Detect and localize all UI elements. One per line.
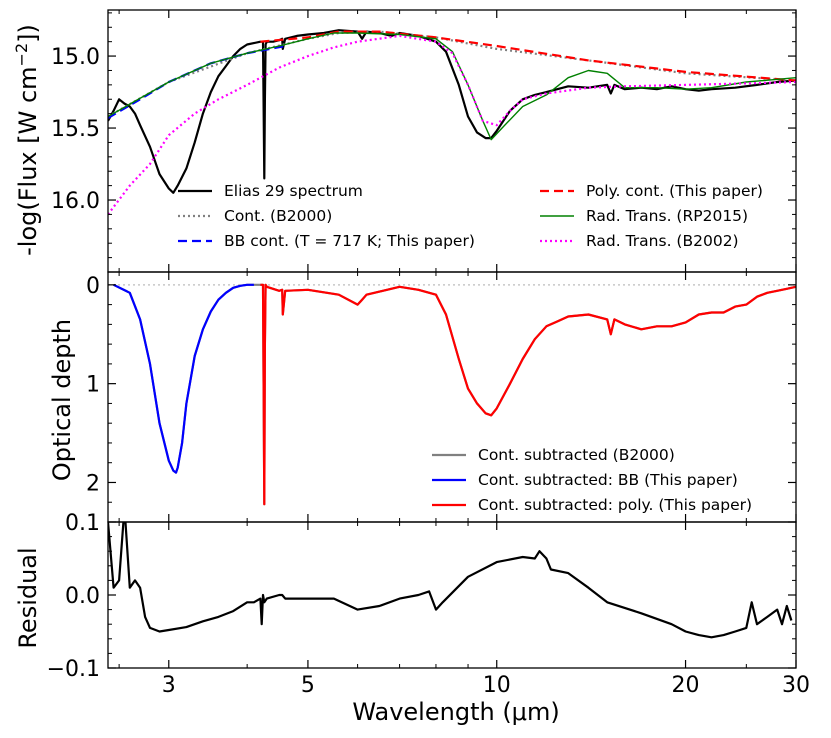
legend-label: Cont. subtracted (B2000): [478, 446, 675, 464]
bottom-panel-residual: 0.1 0.0 −0.1 Residual: [14, 511, 797, 682]
top-series-bb-cont-t-717-k-this-paper: [108, 44, 286, 119]
top-panel-ticks: 15.0 15.5 16.0: [51, 10, 797, 272]
x-tick-label: 3: [162, 673, 176, 698]
middle-y-axis-label: Optical depth: [48, 319, 76, 481]
middle-legend: Cont. subtracted (B2000) Cont. subtracted…: [432, 446, 752, 514]
legend-label: Cont. (B2000): [224, 207, 332, 225]
bottom-y-axis-label: Residual: [14, 547, 42, 648]
top-series-rad-trans-rp2015: [108, 32, 796, 141]
top-series-poly-cont-this-paper: [260, 30, 796, 82]
x-axis-tick-labels: 3 5 10 20 30: [162, 673, 810, 698]
x-tick-label: 20: [672, 673, 700, 698]
bottom-panel-frame: [107, 521, 797, 669]
bottom-panel-ticks: 0.1 0.0 −0.1: [47, 511, 797, 682]
top-panel-flux: 15.0 15.5 16.0 Elias 29 spectrum Cont. (B20…: [12, 9, 797, 273]
x-tick-label: 10: [483, 673, 511, 698]
bot-series-residual: [108, 522, 793, 639]
middle-panel-ticks: 0 1 2: [86, 272, 797, 522]
top-series-elias-29-spectrum: [108, 29, 796, 194]
legend-label: Rad. Trans. (RP2015): [586, 207, 748, 225]
x-axis-label: Wavelength (μm): [352, 698, 559, 726]
y-tick-label: 1: [86, 373, 100, 398]
top-series-cont-b2000: [108, 30, 796, 118]
y-tick-label: 0: [86, 274, 100, 299]
y-tick-label: 2: [86, 471, 100, 496]
legend-label: Cont. subtracted: BB (This paper): [478, 471, 738, 489]
mid-series-cont-subtracted-poly-this-paper: [260, 283, 796, 506]
legend-label: Cont. subtracted: poly. (This paper): [478, 496, 752, 514]
y-tick-label: 0.0: [65, 584, 100, 609]
top-legend: Elias 29 spectrum Cont. (B2000) BB cont. (…: [178, 182, 763, 250]
legend-label: Poly. cont. (This paper): [586, 182, 763, 200]
legend-label: BB cont. (T = 717 K; This paper): [224, 232, 475, 250]
legend-label: Rad. Trans. (B2002): [586, 232, 739, 250]
middle-panel-optical-depth: 012 Cont. subtracted (B2000)Cont. subtra…: [48, 271, 797, 523]
top-series-group: [108, 29, 796, 216]
x-tick-label: 5: [301, 673, 315, 698]
top-y-axis-label: -log(Flux [W cm−2]): [12, 24, 42, 256]
y-tick-label: 16.0: [51, 189, 100, 214]
x-tick-label: 30: [782, 673, 810, 698]
bottom-series-group: [108, 522, 793, 639]
y-tick-label: 15.5: [51, 117, 100, 142]
legend-label: Elias 29 spectrum: [224, 182, 363, 200]
y-tick-label: 0.1: [65, 511, 100, 536]
middle-series-group: [113, 283, 796, 506]
y-tick-label: 15.0: [51, 45, 100, 70]
mid-series-cont-subtracted-bb-this-paper: [113, 283, 254, 474]
y-tick-label: −0.1: [47, 657, 100, 682]
